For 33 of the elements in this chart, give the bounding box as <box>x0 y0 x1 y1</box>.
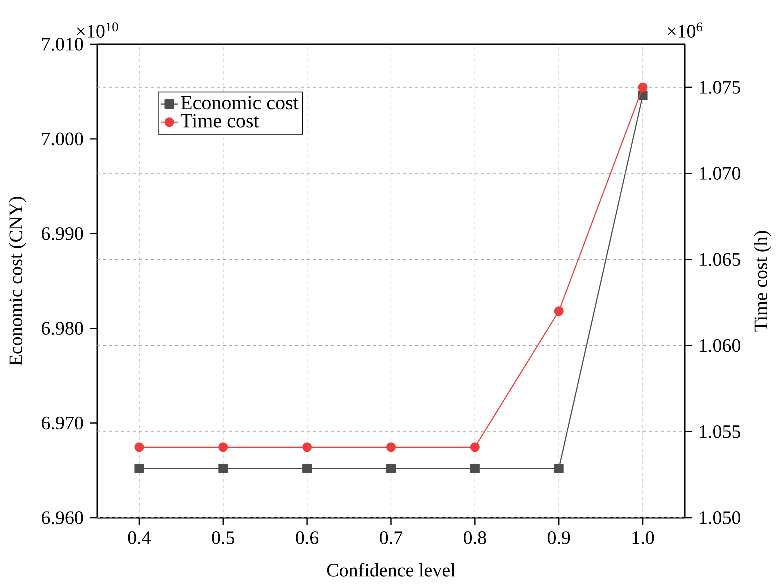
point <box>554 306 564 316</box>
x-axis-title: Confidence level <box>327 563 456 577</box>
y2-axis-title: Time cost (h) <box>754 231 772 332</box>
point <box>470 442 480 452</box>
y2-tick-label: 1.055 <box>700 425 741 438</box>
point <box>386 442 396 452</box>
x-tick-label: 0.5 <box>212 532 235 544</box>
y2-tick-label: 1.050 <box>700 512 741 524</box>
y2-tick-label: 1.070 <box>700 167 741 180</box>
x-tick-label: 0.4 <box>128 532 152 544</box>
text: ×10$^{10}$ <box>77 22 118 38</box>
y2-tick-label: 1.075 <box>700 81 741 94</box>
legend-label: Economic cost <box>181 96 299 110</box>
legend-label: Time cost <box>180 114 260 128</box>
x-tick-label: 0.6 <box>296 532 319 544</box>
x-tick-label: 0.7 <box>380 532 403 544</box>
point <box>638 82 648 92</box>
x-tick-label: 0.9 <box>548 532 570 544</box>
point <box>302 442 312 452</box>
y-tick-label: 7.000 <box>42 132 84 146</box>
y-axis-title: Economic cost (CNY) <box>9 197 26 366</box>
y2-tick-label: 1.065 <box>700 253 741 266</box>
y-tick-label: 7.010 <box>42 38 84 51</box>
y-tick-label: 6.970 <box>42 416 84 430</box>
x-tick-label: 0.8 <box>464 532 486 544</box>
y-tick-label: 6.990 <box>42 227 84 240</box>
point <box>218 442 228 452</box>
point <box>134 442 144 452</box>
text: ×10$^{6}$ <box>668 22 703 38</box>
x-tick-label: 1.0 <box>632 532 654 544</box>
y-tick-label: 6.980 <box>42 322 84 336</box>
y2-tick-label: 1.060 <box>700 339 741 352</box>
y-tick-label: 6.960 <box>42 512 84 524</box>
